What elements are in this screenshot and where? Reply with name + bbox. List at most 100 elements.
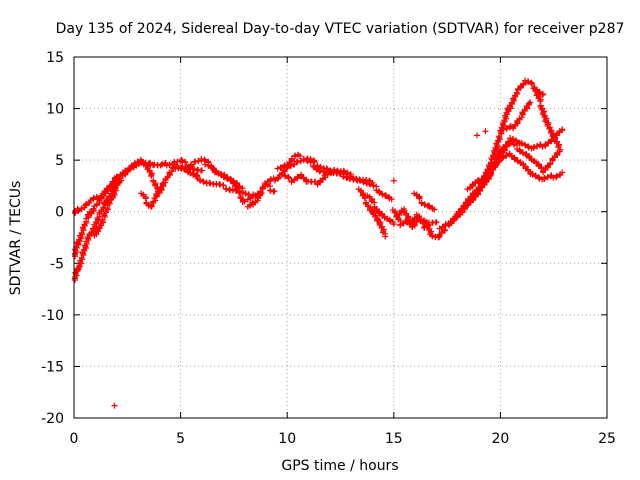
data-point <box>236 189 243 196</box>
series-sat-track-14 <box>278 166 355 188</box>
series-outliers <box>111 128 489 409</box>
data-point <box>194 173 201 180</box>
y-tick-label: 5 <box>55 153 64 169</box>
series-sat-track-22 <box>445 138 564 228</box>
data-point <box>142 195 149 202</box>
data-point <box>350 175 357 182</box>
data-point <box>257 191 264 198</box>
data-point <box>550 174 557 181</box>
data-point <box>187 169 194 176</box>
x-tick-label: 10 <box>278 431 296 447</box>
data-point <box>188 161 195 168</box>
x-tick-label: 15 <box>385 431 403 447</box>
data-point <box>200 178 207 185</box>
data-point <box>190 171 197 178</box>
data-point <box>482 128 489 135</box>
data-point <box>537 98 544 105</box>
data-point <box>271 188 278 195</box>
data-points <box>72 77 566 409</box>
data-point <box>370 182 377 189</box>
y-tick-label: 0 <box>55 205 64 221</box>
data-point <box>321 172 328 179</box>
x-axis-label: GPS time / hours <box>281 458 398 474</box>
data-point <box>529 171 536 178</box>
data-point <box>282 173 289 180</box>
data-point <box>360 179 367 186</box>
data-point <box>205 162 212 169</box>
data-point <box>337 170 344 177</box>
data-point <box>496 155 503 162</box>
data-point <box>95 195 102 202</box>
series-sat-track-23 <box>453 126 566 218</box>
y-tick-label: 15 <box>46 50 64 66</box>
series-sat-track-6 <box>138 179 167 210</box>
data-point <box>296 153 303 160</box>
data-point <box>390 221 397 228</box>
data-point <box>274 165 281 172</box>
y-tick-label: -5 <box>50 256 64 272</box>
data-point <box>522 142 529 149</box>
data-point <box>419 220 426 227</box>
series-sat-track-25 <box>530 85 564 153</box>
data-point <box>197 177 204 184</box>
data-point <box>202 161 209 168</box>
data-point <box>397 221 404 228</box>
series-sat-track-10 <box>244 151 303 203</box>
data-point <box>367 181 374 188</box>
data-point <box>390 177 397 184</box>
data-point <box>179 158 186 165</box>
data-point <box>148 173 155 180</box>
data-point <box>559 169 566 176</box>
data-point <box>160 179 167 186</box>
data-point <box>383 193 390 200</box>
data-point <box>513 89 520 96</box>
data-point <box>215 170 222 177</box>
data-point <box>99 216 106 223</box>
data-point <box>387 218 394 225</box>
plot-frame <box>73 56 608 419</box>
x-tick-label: 5 <box>176 431 185 447</box>
series-sat-track-17 <box>364 192 397 228</box>
data-point <box>258 190 265 197</box>
x-tick-label: 20 <box>491 431 509 447</box>
chart-title: Day 135 of 2024, Sidereal Day-to-day VTE… <box>56 21 625 37</box>
series-sat-track-12 <box>261 180 278 195</box>
data-point <box>324 166 331 173</box>
data-point <box>500 126 507 133</box>
data-point <box>212 169 219 176</box>
data-point <box>553 172 560 179</box>
y-tick-label: 10 <box>46 102 64 118</box>
data-point <box>418 200 425 207</box>
data-point <box>307 156 314 163</box>
data-point <box>357 177 364 184</box>
data-point <box>525 78 532 85</box>
data-point <box>559 126 566 133</box>
data-point <box>314 163 321 170</box>
data-point <box>426 204 433 211</box>
data-point <box>317 164 324 171</box>
data-point <box>507 135 514 142</box>
data-point <box>83 200 90 207</box>
data-point <box>519 140 526 147</box>
data-point <box>504 125 511 132</box>
series-sat-track-26 <box>500 99 534 133</box>
series-sat-track-15 <box>304 155 395 203</box>
data-point <box>286 175 293 182</box>
y-axis-label: SDTVAR / TECUs <box>8 181 24 296</box>
tick-labels: 0 5 10 15 20 25 15 10 5 0 -5 -10 -15 -20 <box>41 50 616 447</box>
data-point <box>278 164 285 171</box>
data-point <box>241 198 248 205</box>
data-point <box>503 152 510 159</box>
data-point <box>513 138 520 145</box>
data-point <box>278 171 285 178</box>
data-point <box>347 174 354 181</box>
data-point <box>111 402 118 409</box>
data-point <box>284 163 291 170</box>
data-point <box>383 215 390 222</box>
series-sat-track-11 <box>244 190 265 210</box>
data-point <box>557 146 564 153</box>
data-point <box>198 155 205 162</box>
data-point <box>433 219 440 226</box>
series-sat-track-9 <box>202 161 248 205</box>
